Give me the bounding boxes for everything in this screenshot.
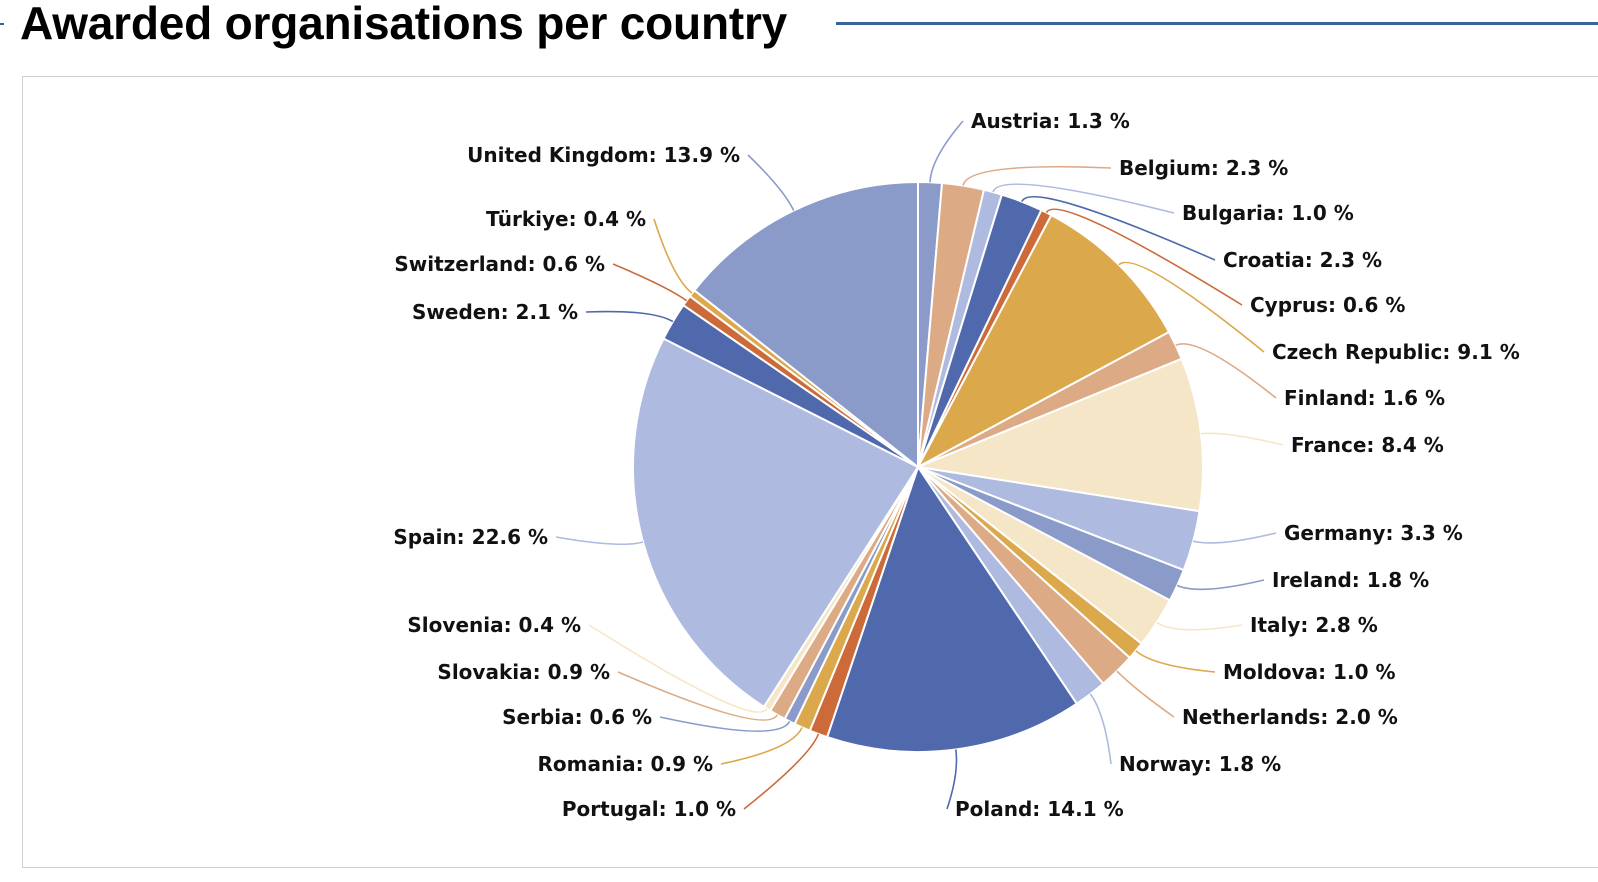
leader-line-ireland xyxy=(1176,579,1265,591)
data-label-slovakia: Slovakia: 0.9 % xyxy=(437,660,610,684)
page-title: Awarded organisations per country xyxy=(20,0,788,49)
data-label-serbia: Serbia: 0.6 % xyxy=(502,705,652,729)
data-label-sweden: Sweden: 2.1 % xyxy=(412,300,578,324)
leader-line-spain xyxy=(555,536,644,546)
data-label-poland: Poland: 14.1 % xyxy=(955,797,1124,821)
leader-line-united-kingdom xyxy=(747,154,795,211)
leader-line-finland xyxy=(1175,343,1277,399)
pie-chart: Austria: 1.3 % Belgium: 2.3 % Bulgaria: 1.… xyxy=(393,109,1520,821)
leader-line-poland xyxy=(946,749,958,810)
leader-line-cyprus xyxy=(1045,208,1243,306)
leader-line-serbia xyxy=(659,716,791,732)
pie-slice-czech-republic[interactable] xyxy=(915,213,1171,470)
data-label-ireland: Ireland: 1.8 % xyxy=(1272,568,1429,592)
leader-line-t-rkiye xyxy=(653,218,693,294)
leader-line-slovenia xyxy=(588,624,768,713)
leader-line-bulgaria xyxy=(992,183,1175,214)
data-label-spain: Spain: 22.6 % xyxy=(393,525,548,549)
leader-line-italy xyxy=(1156,621,1243,631)
pie-slice-united-kingdom[interactable] xyxy=(692,180,919,470)
data-label-slovenia: Slovenia: 0.4 % xyxy=(407,613,581,637)
title-rule xyxy=(836,22,1598,25)
leader-line-germany xyxy=(1192,532,1277,544)
pie-slice-spain[interactable] xyxy=(632,337,920,709)
leader-line-croatia xyxy=(1021,196,1216,261)
leader-line-norway xyxy=(1089,693,1112,765)
leader-line-austria xyxy=(929,120,964,183)
data-label-italy: Italy: 2.8 % xyxy=(1250,613,1378,637)
pie-slice-france[interactable] xyxy=(914,357,1204,513)
title-rule-left xyxy=(0,23,4,25)
data-label-czech-republic: Czech Republic: 9.1 % xyxy=(1272,340,1520,364)
leader-line-portugal xyxy=(743,733,820,810)
data-label-belgium: Belgium: 2.3 % xyxy=(1119,156,1288,180)
leader-line-france xyxy=(1201,432,1284,446)
data-label-romania: Romania: 0.9 % xyxy=(538,752,713,776)
data-label-cyprus: Cyprus: 0.6 % xyxy=(1250,293,1405,317)
data-label-moldova: Moldova: 1.0 % xyxy=(1223,660,1395,684)
leader-line-moldova xyxy=(1135,650,1216,673)
pie-slice-poland[interactable] xyxy=(825,464,1079,753)
leader-line-belgium xyxy=(962,165,1112,186)
data-label-finland: Finland: 1.6 % xyxy=(1284,386,1445,410)
data-label-bulgaria: Bulgaria: 1.0 % xyxy=(1182,201,1354,225)
data-label-norway: Norway: 1.8 % xyxy=(1119,752,1281,776)
data-label-croatia: Croatia: 2.3 % xyxy=(1223,248,1382,272)
data-label-switzerland: Switzerland: 0.6 % xyxy=(394,252,605,276)
data-label-austria: Austria: 1.3 % xyxy=(971,109,1130,133)
data-label-netherlands: Netherlands: 2.0 % xyxy=(1182,705,1398,729)
data-label-portugal: Portugal: 1.0 % xyxy=(562,797,736,821)
data-label-germany: Germany: 3.3 % xyxy=(1284,521,1463,545)
chart-frame: Austria: 1.3 % Belgium: 2.3 % Bulgaria: 1.… xyxy=(22,76,1598,868)
leader-line-switzerland xyxy=(612,263,688,302)
leader-line-romania xyxy=(720,727,803,765)
leader-line-czech-republic xyxy=(1118,261,1265,353)
data-label-t-rkiye: Türkiye: 0.4 % xyxy=(486,207,646,231)
leader-line-slovakia xyxy=(617,671,779,721)
data-label-france: France: 8.4 % xyxy=(1291,433,1444,457)
leader-line-sweden xyxy=(585,310,674,323)
data-label-united-kingdom: United Kingdom: 13.9 % xyxy=(467,143,740,167)
leader-line-netherlands xyxy=(1116,670,1175,718)
chart-header: Awarded organisations per country xyxy=(0,0,1598,58)
